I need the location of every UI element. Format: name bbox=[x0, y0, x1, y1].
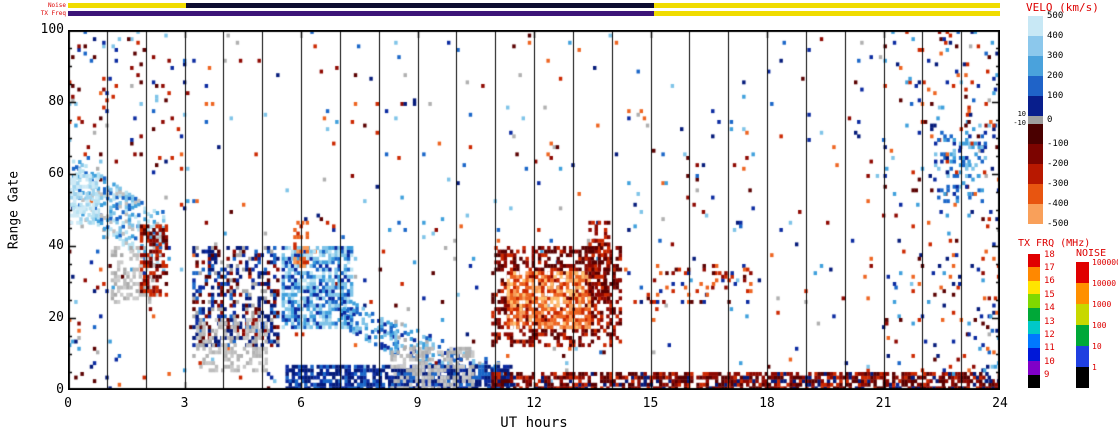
x-tick-label: 18 bbox=[759, 396, 775, 411]
velo-scale-label: -300 bbox=[1047, 179, 1069, 189]
y-tick-label: 60 bbox=[48, 166, 64, 181]
txfrq-scale-label: 9 bbox=[1044, 370, 1050, 381]
y-tick-label: 0 bbox=[56, 382, 64, 397]
velo-colorbar-segment bbox=[1028, 184, 1043, 204]
noise-strip-label: Noise bbox=[47, 2, 66, 9]
velo-scale-label: 400 bbox=[1047, 31, 1064, 41]
velo-legend-title: VELO (km/s) bbox=[1026, 1, 1099, 14]
plot-canvas bbox=[68, 30, 1000, 390]
txfrq-colorbar-segment bbox=[1028, 334, 1040, 348]
txfrq-scale-label: 14 bbox=[1044, 303, 1055, 314]
velo-colorbar-segment bbox=[1028, 56, 1043, 76]
txfrq-colorbar-segment bbox=[1028, 254, 1040, 268]
txfrq-colorbar-segment bbox=[1028, 374, 1040, 388]
velo-colorbar-segment bbox=[1028, 164, 1043, 184]
txfrq-scale-label: 12 bbox=[1044, 329, 1055, 340]
noise-scale-label: 100 bbox=[1092, 321, 1107, 330]
noise-scale-label: 10000 bbox=[1092, 279, 1117, 288]
txfrq-scale-label: 11 bbox=[1044, 343, 1055, 354]
txfreq-strip-segment bbox=[68, 11, 655, 16]
txfrq-colorbar-segment bbox=[1028, 307, 1040, 321]
velo-scale-label: 100 bbox=[1047, 91, 1064, 101]
txfrq-colorbar-segment bbox=[1028, 294, 1040, 308]
velo-colorbar-segment bbox=[1028, 124, 1043, 144]
y-axis-title: Range Gate bbox=[6, 170, 22, 250]
txfrq-colorbar-segment bbox=[1028, 347, 1040, 362]
y-tick-label: 20 bbox=[48, 310, 64, 325]
x-tick-label: 3 bbox=[180, 396, 189, 411]
y-tick-label: 80 bbox=[48, 94, 64, 109]
noise-scale-label: 1 bbox=[1092, 363, 1097, 372]
noise-scale-label: 10 bbox=[1092, 342, 1102, 351]
noise-strip-segment bbox=[186, 3, 655, 8]
txfreq-strip-segment bbox=[654, 11, 1000, 16]
velo-colorbar-segment bbox=[1028, 36, 1043, 56]
velo-scale-label: 500 bbox=[1047, 11, 1064, 21]
velo-scale-label: 200 bbox=[1047, 71, 1064, 81]
velo-colorbar-segment bbox=[1028, 16, 1043, 36]
txfreq-strip-label: TX Freq bbox=[40, 10, 66, 17]
velo-colorbar-segment bbox=[1028, 76, 1043, 96]
x-axis-title: UT hours bbox=[500, 415, 568, 431]
txfrq-legend-title: TX FRQ (MHz) bbox=[1018, 238, 1091, 249]
velo-colorbar-segment bbox=[1028, 96, 1043, 116]
txfrq-scale-label: 10 bbox=[1044, 356, 1055, 367]
noise-colorbar-segment bbox=[1076, 325, 1089, 346]
txfrq-scale-label: 15 bbox=[1044, 289, 1055, 300]
velo-gs-label: -10 bbox=[1013, 119, 1026, 127]
velo-scale-label: 300 bbox=[1047, 51, 1064, 61]
noise-strip-segment bbox=[654, 3, 1000, 8]
txfrq-scale-label: 17 bbox=[1044, 262, 1055, 273]
noise-colorbar-segment bbox=[1076, 304, 1089, 325]
x-tick-label: 9 bbox=[413, 396, 422, 411]
x-tick-label: 6 bbox=[297, 396, 305, 411]
noise-colorbar-segment bbox=[1076, 346, 1089, 367]
noise-colorbar-segment bbox=[1076, 283, 1089, 304]
x-tick-label: 0 bbox=[64, 396, 72, 411]
velo-scale-label: -100 bbox=[1047, 139, 1069, 149]
x-tick-label: 24 bbox=[992, 396, 1008, 411]
x-tick-label: 21 bbox=[875, 396, 892, 411]
x-tick-label: 15 bbox=[642, 396, 659, 411]
velo-gs-label: 10 bbox=[1017, 110, 1026, 118]
velo-scale-label: -200 bbox=[1047, 159, 1069, 169]
txfrq-scale-label: 16 bbox=[1044, 276, 1055, 287]
velo-scale-label: 0 bbox=[1047, 115, 1053, 125]
txfrq-colorbar-segment bbox=[1028, 321, 1040, 335]
x-tick-label: 12 bbox=[526, 396, 542, 411]
txfrq-scale-label: 18 bbox=[1044, 249, 1055, 260]
velo-colorbar-segment bbox=[1028, 204, 1043, 224]
txfrq-colorbar-segment bbox=[1028, 361, 1040, 375]
noise-legend-title: NOISE bbox=[1076, 248, 1107, 259]
txfrq-scale-label: 13 bbox=[1044, 316, 1055, 327]
txfrq-colorbar-segment bbox=[1028, 280, 1040, 295]
velo-colorbar-segment bbox=[1028, 144, 1043, 164]
y-tick-label: 40 bbox=[48, 238, 64, 253]
txfrq-colorbar-segment bbox=[1028, 267, 1040, 281]
noise-scale-label: 1000 bbox=[1092, 300, 1112, 309]
velo-colorbar-segment bbox=[1028, 116, 1043, 124]
noise-colorbar-segment bbox=[1076, 262, 1089, 283]
noise-strip-segment bbox=[68, 3, 187, 8]
y-tick-label: 100 bbox=[40, 22, 64, 37]
velo-scale-label: -400 bbox=[1047, 199, 1069, 209]
velo-scale-label: -500 bbox=[1047, 219, 1069, 229]
noise-colorbar-segment bbox=[1076, 367, 1089, 388]
noise-scale-label: 100000 bbox=[1092, 258, 1118, 267]
